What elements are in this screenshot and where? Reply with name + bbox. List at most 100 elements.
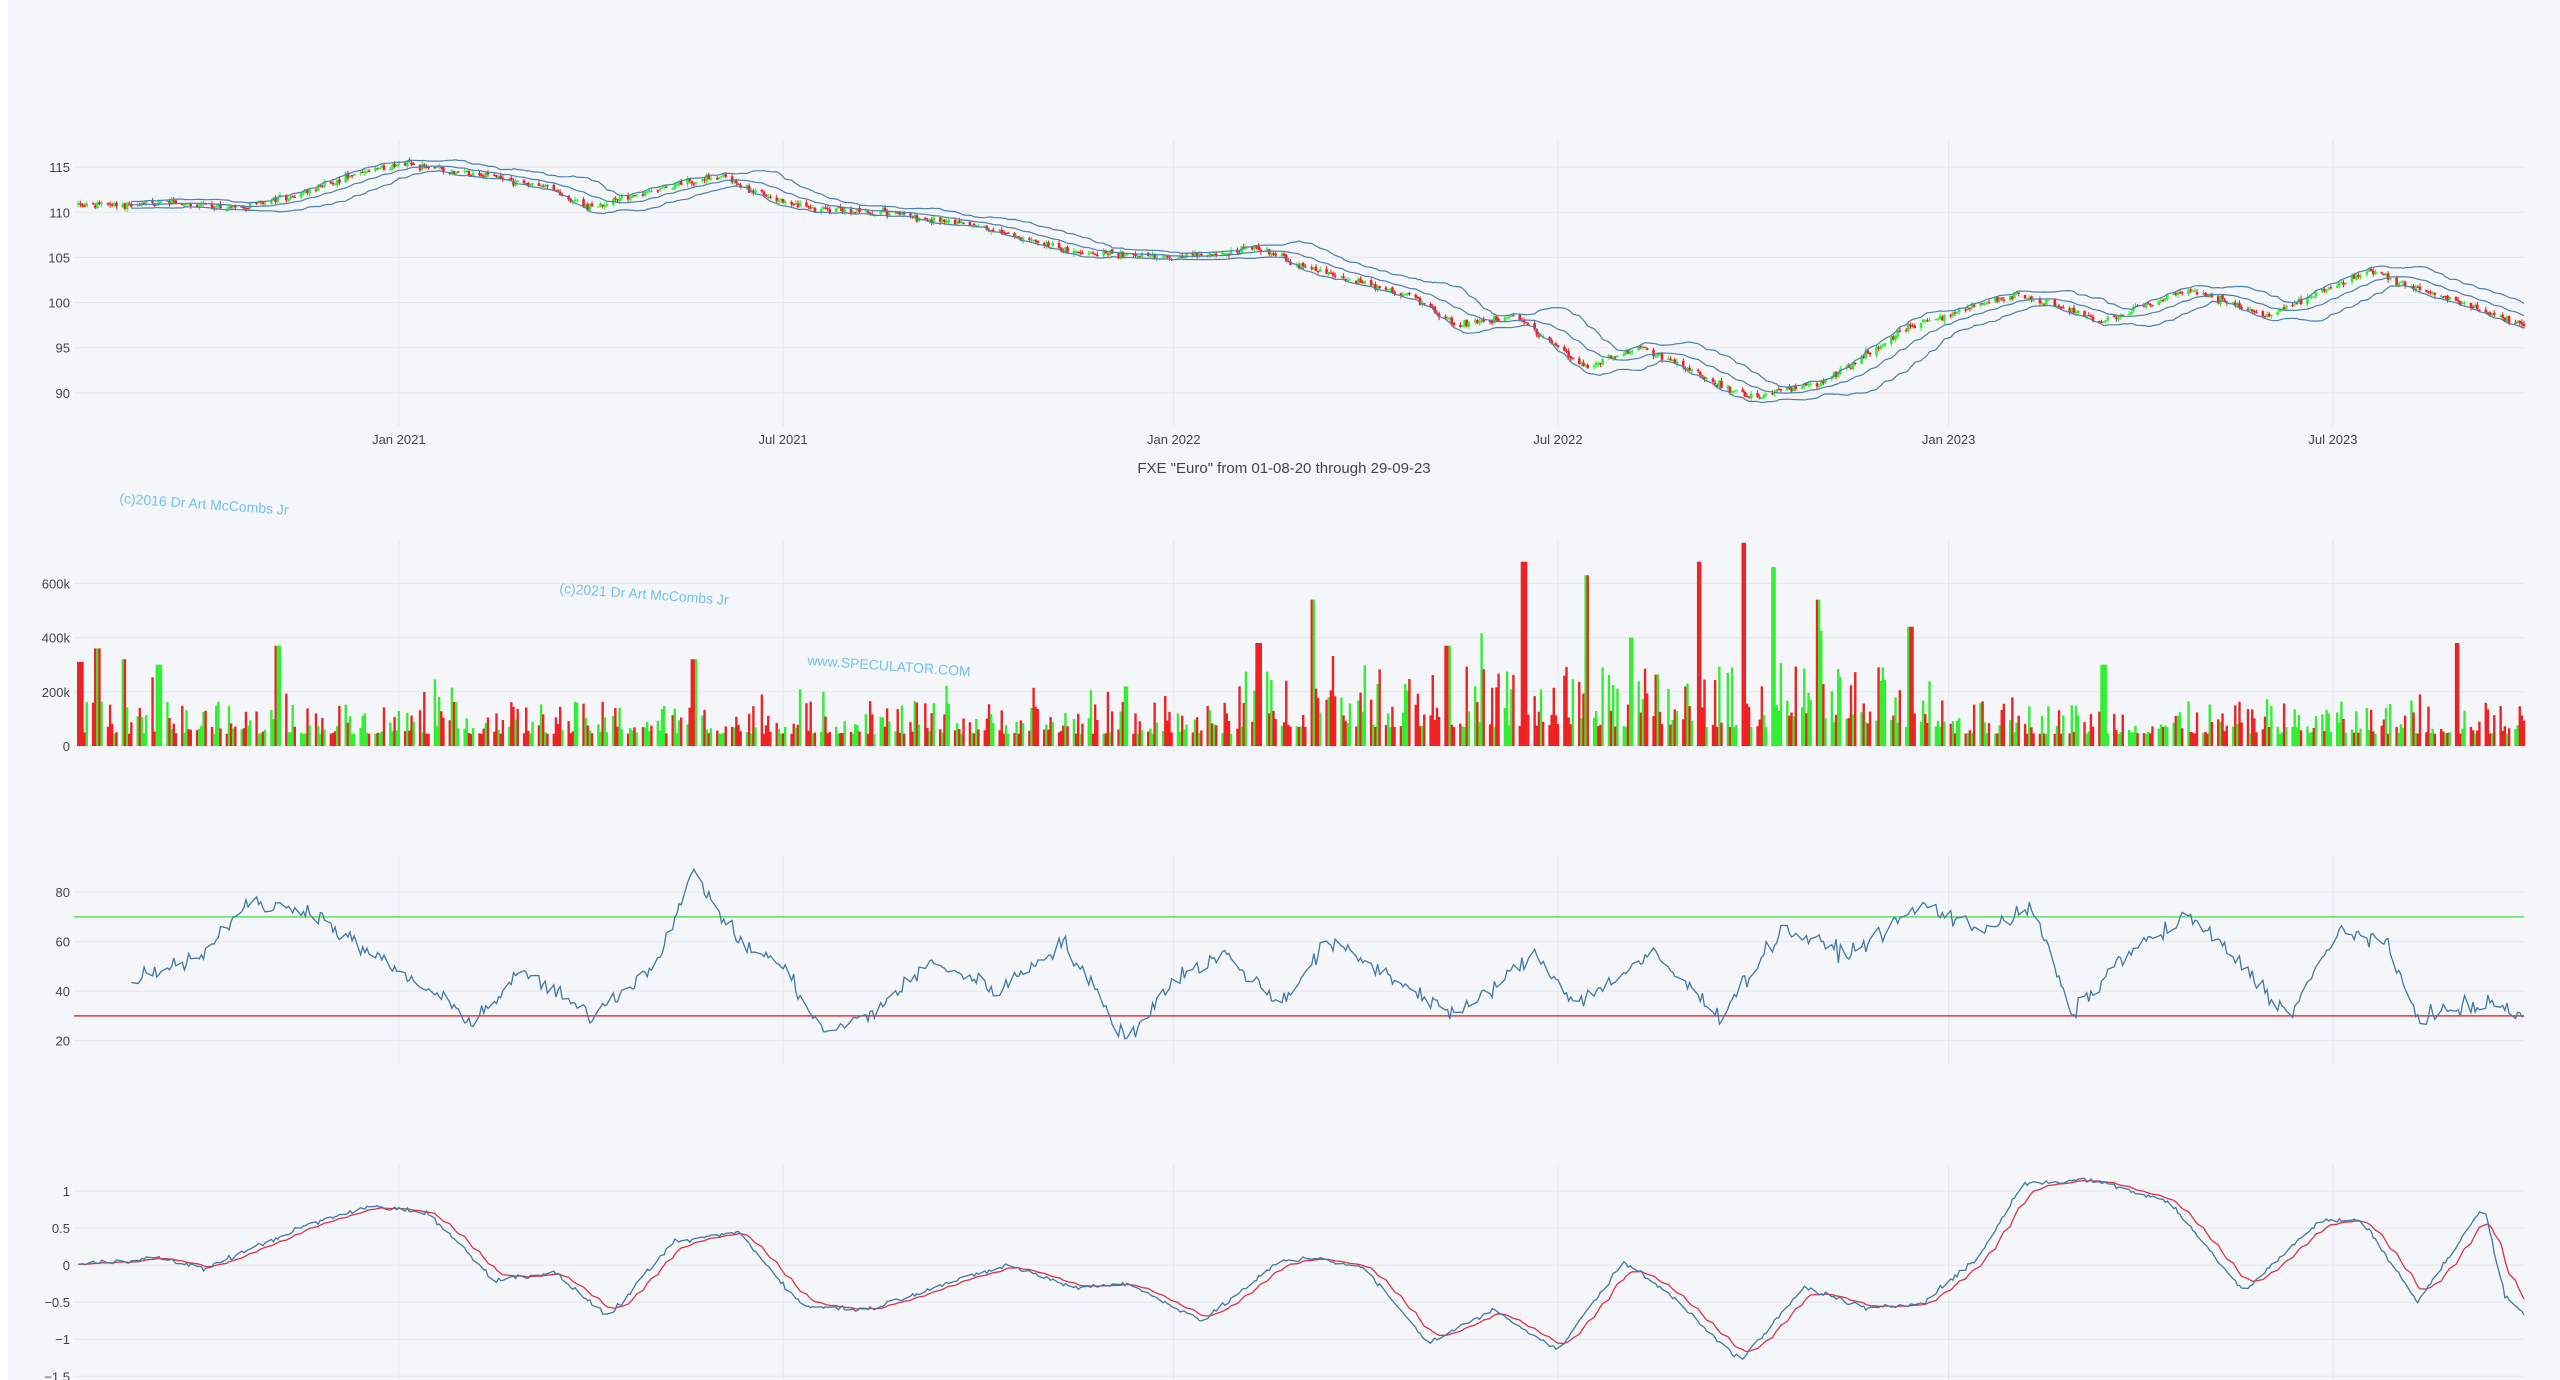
volume-bar [1488,724,1492,746]
candle-body [1522,320,1526,323]
candle-body [1342,276,1345,279]
volume-bar [2057,710,2061,746]
volume-bar [1357,700,1360,746]
volume-bar [1327,697,1330,746]
volume-bar [2098,711,2101,746]
volume-bar [276,645,280,746]
candle-body [1225,253,1229,255]
candle-body [293,196,297,198]
candle-body [1138,255,1142,258]
volume-bar [2410,700,2413,746]
candle-body [605,204,609,206]
candle-body [1066,247,1069,253]
volume-bar [227,705,231,746]
candle-body [796,203,800,208]
volume-bar [796,724,800,746]
candle-body [410,162,413,165]
candle-body [1849,368,1853,370]
candle-body [662,186,666,188]
candle-body [1437,313,1441,318]
candle-body [1554,343,1558,346]
volume-bar [423,691,426,746]
volume-bar [1726,672,1730,746]
volume-bar [2448,732,2451,746]
candle-body [2473,304,2477,308]
candle-body [1771,393,1774,395]
candle-body [2395,277,2398,286]
candle-body [2365,271,2369,275]
candle-body [709,178,713,180]
candle-body [482,175,486,177]
candle-body [140,202,144,205]
volume-bar [1892,715,1895,746]
candle-body [1877,347,1880,349]
volume-bar [316,726,320,746]
volume-bar [1227,721,1231,746]
volume-bar [784,726,787,746]
candle-body [724,174,728,177]
volume-bar [567,721,570,746]
candle-body [108,203,112,205]
volume-bar [2493,715,2496,746]
volume-bar [671,715,674,746]
candle-body [1696,369,1700,372]
volume-bar [336,725,339,746]
volume-bar [81,661,84,746]
volume-bar [650,725,653,746]
candle-body [1081,253,1084,255]
volume-bar [2164,725,2167,746]
candle-body [1034,240,1038,242]
candle-body [586,204,590,211]
volume-bar [2433,733,2437,746]
volume-bar [1004,725,1008,746]
y-tick-label: 40 [56,984,70,999]
candle-body [301,192,305,194]
volume-bar [1149,728,1152,746]
volume-bar [2070,705,2073,746]
candle-body [304,188,307,193]
upper-bollinger-band [131,159,2525,388]
candle-body [333,184,337,186]
volume-bar [1656,674,1659,746]
volume-bar [2206,733,2209,746]
candle-body [1329,272,1333,274]
candle-body [1594,362,1598,366]
volume-bar [2365,708,2369,746]
candle-body [1155,256,1159,258]
candle-body [1465,319,1469,327]
volume-bar [454,701,458,746]
volume-bar [1868,711,1872,746]
candle-body [2068,308,2071,313]
volume-bar [2397,732,2400,746]
volume-bar [183,732,186,746]
volume-bar [792,723,795,746]
volume-bar [246,725,250,746]
candle-body [1318,269,1322,272]
volume-bar [643,727,647,746]
volume-bar [1690,720,1693,746]
candle-body [665,186,668,188]
volume-bar [1361,711,1364,746]
candle-body [631,195,634,198]
volume-bar [2134,725,2137,746]
volume-bar [1595,711,1598,746]
volume-bar [2486,709,2490,746]
candle-body [1422,303,1426,305]
volume-bar [824,716,827,746]
volume-bar [900,705,904,746]
candle-body [1093,253,1097,255]
candle-body [1045,242,1048,247]
candle-body [1314,266,1318,271]
volume-bar [1036,708,1040,746]
volume-bar [1006,733,1010,746]
candle-body [1185,253,1188,258]
candle-body [2369,268,2373,272]
volume-bar [1104,733,1108,746]
volume-bar [274,645,277,746]
candle-body [2102,321,2105,323]
candle-body [2151,305,2154,307]
volume-bar [586,725,589,746]
candle-body [2416,286,2420,288]
volume-bar [1210,723,1214,746]
candle-body [2236,302,2239,306]
